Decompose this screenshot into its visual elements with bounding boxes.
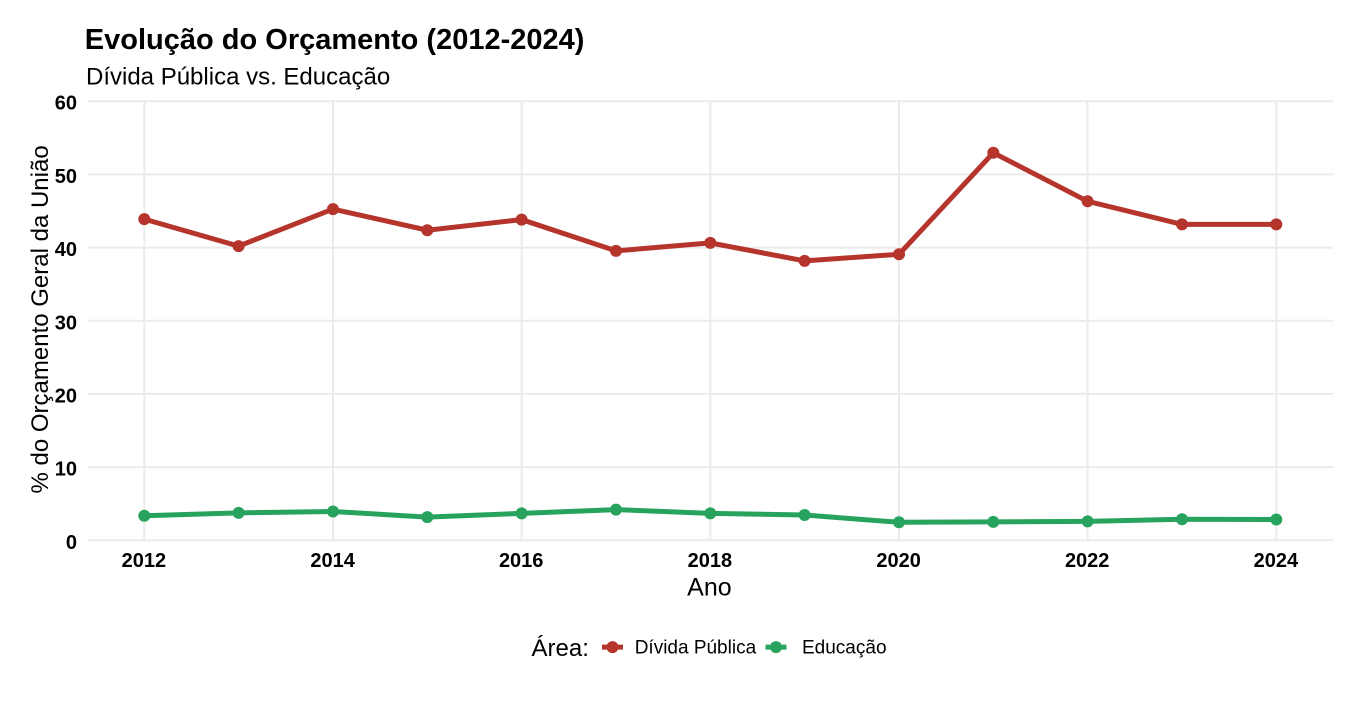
svg-text:0: 0	[66, 532, 77, 554]
svg-text:2014: 2014	[310, 550, 355, 572]
svg-text:Dívida Pública vs. Educação: Dívida Pública vs. Educação	[86, 64, 390, 91]
svg-text:30: 30	[55, 312, 77, 334]
svg-text:Ano: Ano	[687, 574, 731, 602]
svg-text:Educação: Educação	[802, 638, 887, 659]
svg-text:2024: 2024	[1254, 550, 1299, 572]
svg-text:Área:: Área:	[532, 635, 589, 662]
svg-text:Evolução do Orçamento (2012-20: Evolução do Orçamento (2012-2024)	[85, 24, 585, 56]
svg-text:2020: 2020	[876, 550, 921, 572]
svg-text:Dívida Pública: Dívida Pública	[635, 638, 757, 659]
svg-text:2022: 2022	[1065, 550, 1110, 572]
svg-text:10: 10	[55, 459, 77, 481]
svg-text:% do Orçamento Geral da União: % do Orçamento Geral da União	[27, 145, 54, 493]
svg-text:2012: 2012	[122, 550, 167, 572]
svg-text:50: 50	[55, 166, 77, 188]
svg-text:20: 20	[55, 385, 77, 407]
svg-text:2018: 2018	[688, 550, 733, 572]
svg-text:60: 60	[55, 93, 77, 115]
svg-text:2016: 2016	[499, 550, 544, 572]
svg-text:40: 40	[55, 239, 77, 261]
